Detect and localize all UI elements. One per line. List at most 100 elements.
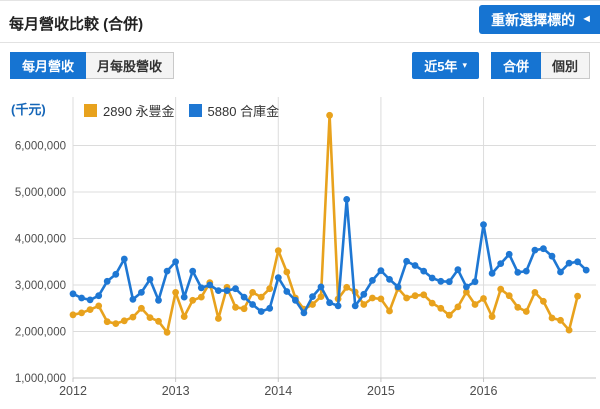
data-point[interactable] (215, 287, 222, 294)
data-point[interactable] (445, 278, 453, 286)
data-point[interactable] (420, 267, 428, 275)
legend-item-2890[interactable]: 2890 永豐金 (84, 101, 175, 120)
data-point[interactable] (548, 314, 556, 322)
data-point[interactable] (471, 278, 479, 286)
data-point[interactable] (249, 289, 256, 296)
data-point[interactable] (343, 196, 351, 203)
data-point[interactable] (522, 267, 530, 275)
reselect-target-button[interactable]: 重新選擇標的 ◄ (479, 5, 600, 34)
data-point[interactable] (565, 259, 573, 267)
data-point[interactable] (206, 281, 214, 289)
data-point[interactable] (326, 299, 333, 307)
data-point[interactable] (240, 293, 248, 301)
data-point[interactable] (326, 111, 333, 119)
data-point[interactable] (197, 293, 205, 301)
data-point[interactable] (69, 311, 77, 319)
data-point[interactable] (103, 318, 111, 326)
data-point[interactable] (155, 317, 162, 325)
data-point[interactable] (266, 285, 274, 293)
data-point[interactable] (283, 268, 291, 276)
data-point[interactable] (300, 309, 308, 317)
data-point[interactable] (386, 276, 393, 283)
data-point[interactable] (531, 246, 539, 254)
data-point[interactable] (522, 308, 530, 315)
data-point[interactable] (120, 255, 128, 263)
data-point[interactable] (369, 294, 376, 302)
data-point[interactable] (403, 294, 410, 302)
data-point[interactable] (411, 262, 419, 269)
mode-individual-button[interactable]: 個別 (540, 52, 590, 79)
data-point[interactable] (488, 270, 496, 277)
data-point[interactable] (548, 252, 556, 260)
data-point[interactable] (574, 258, 581, 266)
revenue-line-chart[interactable]: 1,000,000 2,000,000 3,000,000 4,000,000 5,00… (0, 87, 600, 404)
data-point[interactable] (394, 283, 402, 291)
data-point[interactable] (463, 288, 470, 296)
data-point[interactable] (428, 299, 436, 307)
series-line-2890[interactable] (71, 113, 579, 334)
data-point[interactable] (240, 305, 248, 313)
data-point[interactable] (531, 289, 539, 296)
data-point[interactable] (505, 292, 513, 300)
data-point[interactable] (138, 289, 145, 296)
data-point[interactable] (428, 274, 436, 282)
data-point[interactable] (317, 293, 325, 300)
data-point[interactable] (172, 289, 180, 296)
data-point[interactable] (138, 304, 145, 312)
data-point[interactable] (274, 247, 282, 255)
data-point[interactable] (95, 292, 103, 300)
data-point[interactable] (257, 293, 265, 301)
tab-monthly-revenue-per-share[interactable]: 月每股營收 (86, 52, 175, 79)
data-point[interactable] (197, 284, 205, 292)
data-point[interactable] (540, 245, 547, 253)
data-point[interactable] (215, 315, 222, 322)
data-point[interactable] (317, 283, 325, 291)
data-point[interactable] (497, 285, 505, 293)
data-point[interactable] (351, 302, 359, 310)
data-point[interactable] (420, 291, 428, 299)
data-point[interactable] (505, 250, 513, 258)
data-point[interactable] (480, 295, 487, 302)
data-point[interactable] (129, 296, 137, 303)
data-point[interactable] (514, 269, 522, 276)
data-point[interactable] (78, 309, 85, 317)
data-point[interactable] (403, 257, 410, 265)
data-point[interactable] (257, 308, 265, 315)
data-point[interactable] (223, 287, 231, 294)
data-point[interactable] (146, 276, 154, 283)
legend-item-5880[interactable]: 5880 合庫金 (188, 101, 279, 120)
data-point[interactable] (514, 303, 522, 311)
data-point[interactable] (540, 297, 547, 305)
data-point[interactable] (471, 301, 479, 308)
data-point[interactable] (86, 306, 94, 313)
data-point[interactable] (172, 258, 180, 266)
range-5y-dropdown[interactable]: 近5年 ▾ (412, 52, 479, 79)
data-point[interactable] (360, 290, 368, 298)
data-point[interactable] (360, 301, 368, 308)
tab-monthly-revenue[interactable]: 每月營收 (10, 52, 87, 79)
data-point[interactable] (69, 290, 77, 298)
data-point[interactable] (557, 268, 564, 276)
data-point[interactable] (454, 303, 462, 311)
data-point[interactable] (86, 296, 94, 304)
data-point[interactable] (377, 267, 385, 274)
data-point[interactable] (103, 277, 111, 285)
data-point[interactable] (334, 302, 342, 310)
data-point[interactable] (95, 302, 103, 310)
data-point[interactable] (445, 311, 453, 319)
data-point[interactable] (343, 283, 351, 291)
data-point[interactable] (309, 293, 316, 300)
data-point[interactable] (112, 270, 120, 278)
data-point[interactable] (274, 274, 282, 281)
data-point[interactable] (480, 221, 487, 229)
data-point[interactable] (146, 314, 154, 321)
data-point[interactable] (78, 294, 85, 302)
data-point[interactable] (189, 267, 197, 275)
data-point[interactable] (582, 266, 590, 274)
data-point[interactable] (266, 304, 274, 312)
data-point[interactable] (163, 267, 171, 275)
data-point[interactable] (488, 313, 496, 320)
data-point[interactable] (120, 317, 128, 325)
data-point[interactable] (497, 260, 505, 267)
data-point[interactable] (112, 320, 120, 327)
